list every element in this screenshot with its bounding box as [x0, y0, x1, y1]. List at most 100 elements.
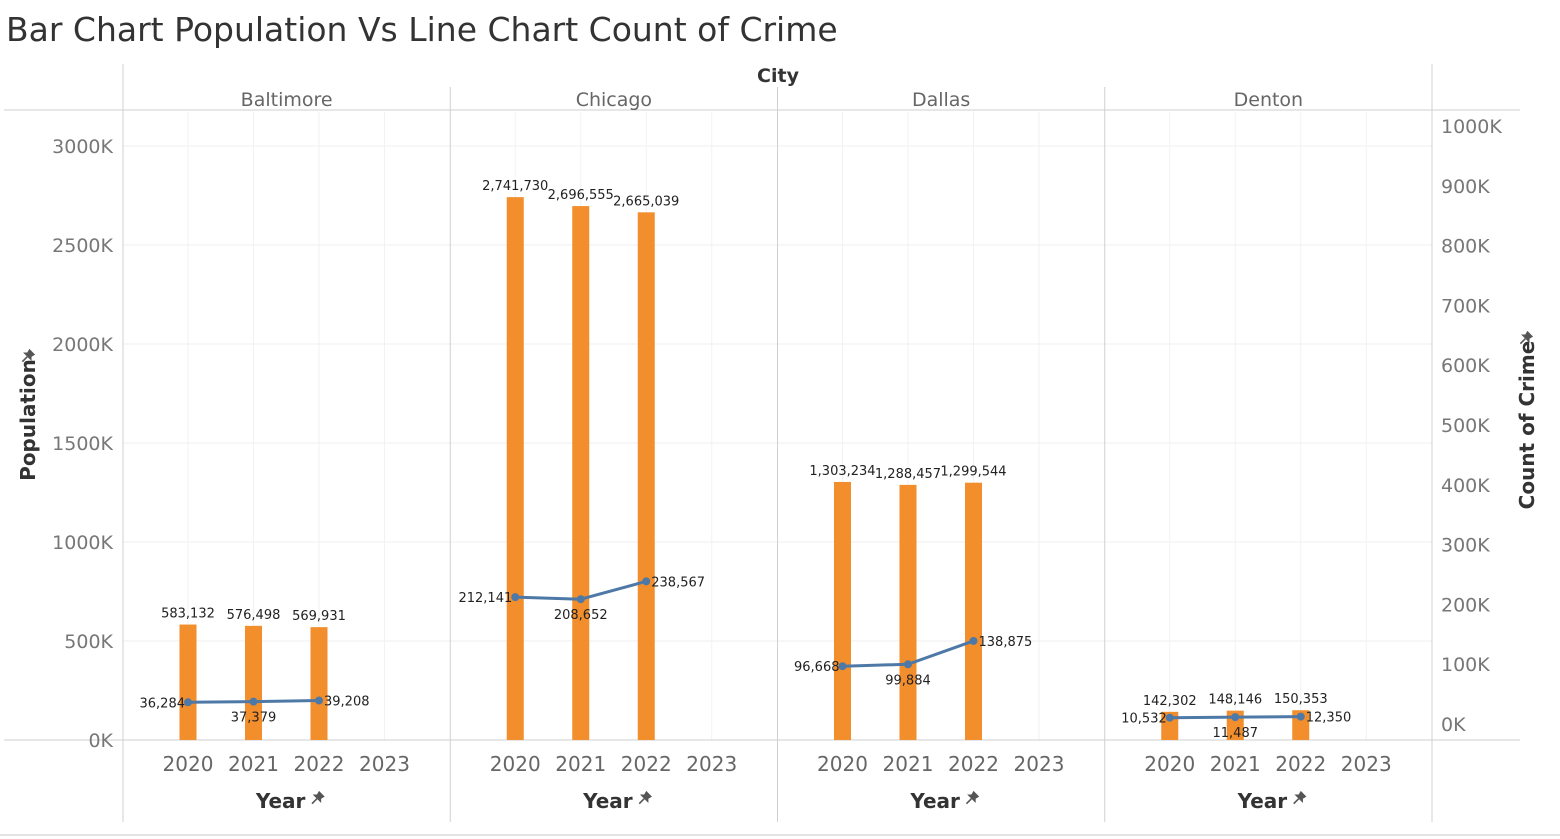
bar-label: 2,696,555 — [548, 188, 614, 203]
facet-header-city: City — [757, 65, 800, 87]
crime-point-baltimore-2021 — [249, 697, 258, 706]
bar-baltimore-2022 — [310, 627, 328, 740]
y-tick-label: 0K — [88, 730, 113, 752]
x-tick-label: 2022 — [621, 752, 672, 776]
line-label: 11,487 — [1213, 726, 1259, 741]
y-axis-pin-icon — [21, 348, 36, 363]
y2-tick-label: 800K — [1441, 236, 1490, 258]
y-tick-label: 3000K — [52, 136, 113, 158]
line-label: 37,379 — [231, 711, 277, 726]
y-tick-label: 2500K — [52, 235, 113, 257]
crime-point-chicago-2021 — [576, 595, 585, 604]
line-label: 12,350 — [1306, 711, 1352, 726]
line-label: 96,668 — [794, 660, 840, 675]
panel-header-dallas: Dallas — [912, 89, 970, 111]
line-label: 212,141 — [458, 591, 512, 606]
line-label: 138,875 — [979, 635, 1033, 650]
crime-point-denton-2021 — [1231, 713, 1240, 722]
bar-label: 2,741,730 — [482, 179, 548, 194]
y2-tick-label: 600K — [1441, 355, 1490, 377]
y-tick-label: 1500K — [52, 433, 113, 455]
bar-label: 1,288,457 — [875, 467, 941, 482]
y2-tick-label: 400K — [1441, 475, 1490, 497]
x-tick-label: 2021 — [228, 752, 279, 776]
crime-point-baltimore-2022 — [315, 696, 323, 705]
y2-tick-label: 500K — [1441, 415, 1490, 437]
x-tick-label: 2020 — [817, 752, 868, 776]
x-axis-pin-icon — [965, 790, 980, 805]
line-label: 208,652 — [554, 608, 608, 623]
y-tick-label: 1000K — [52, 532, 113, 554]
bar-label: 148,146 — [1208, 693, 1262, 708]
bar-baltimore-2020 — [179, 624, 197, 740]
x-tick-label: 2022 — [1275, 752, 1326, 776]
x-axis-label: Year — [909, 789, 960, 813]
line-label: 36,284 — [140, 696, 186, 711]
y2-axis-label: Count of Crime — [1515, 341, 1539, 510]
x-tick-label: 2022 — [294, 752, 345, 776]
bar-baltimore-2021 — [245, 625, 262, 740]
axes: Baltimore Chicago Dallas Denton 0K 500K 1000K 1… — [16, 89, 1539, 813]
x-tick-label: 2021 — [1210, 752, 1261, 776]
line-label: 238,567 — [651, 575, 705, 590]
x-tick-label: 2023 — [1014, 752, 1065, 776]
x-axis-label: Year — [1237, 789, 1288, 813]
bar-label: 1,299,544 — [940, 465, 1006, 480]
crime-lines — [184, 577, 1305, 722]
y-axis-label: Population — [16, 359, 40, 481]
line-label: 99,884 — [885, 673, 931, 688]
chart-title: Bar Chart Population Vs Line Chart Count… — [6, 10, 838, 49]
y2-tick-label: 300K — [1441, 535, 1490, 557]
crime-point-dallas-2020 — [838, 662, 847, 671]
crime-point-dallas-2021 — [904, 660, 912, 669]
y2-tick-label: 700K — [1441, 295, 1490, 317]
x-tick-label: 2020 — [490, 752, 541, 776]
y2-tick-label: 0K — [1441, 714, 1466, 736]
bar-chicago-2022 — [637, 212, 655, 741]
bar-label: 142,302 — [1143, 694, 1197, 709]
x-tick-label: 2023 — [1341, 752, 1392, 776]
x-axis-label: Year — [255, 789, 306, 813]
x-tick-label: 2022 — [948, 752, 999, 776]
line-label: 39,208 — [324, 695, 370, 710]
crime-point-chicago-2022 — [642, 577, 651, 586]
y2-axis-pin-icon — [1519, 330, 1534, 345]
panel-header-chicago: Chicago — [576, 89, 652, 111]
x-tick-label: 2023 — [686, 752, 737, 776]
bar-label: 150,353 — [1274, 692, 1328, 707]
bar-dallas-2022 — [965, 482, 982, 740]
bar-dallas-2021 — [899, 484, 917, 740]
y2-tick-label: 900K — [1441, 176, 1490, 198]
bar-chicago-2020 — [506, 197, 524, 741]
x-tick-label: 2023 — [359, 752, 410, 776]
y-tick-label: 2000K — [52, 334, 113, 356]
y2-tick-label: 100K — [1441, 654, 1490, 676]
y-tick-label: 500K — [64, 631, 113, 653]
bar-chicago-2021 — [572, 206, 590, 741]
x-axis-pin-icon — [311, 790, 325, 805]
bar-label: 583,132 — [161, 607, 215, 622]
crime-point-dallas-2022 — [969, 636, 978, 645]
bar-label: 576,498 — [227, 608, 281, 623]
crime-point-denton-2020 — [1165, 713, 1174, 722]
crime-point-denton-2022 — [1296, 712, 1305, 721]
bar-label: 569,931 — [292, 609, 346, 624]
x-tick-label: 2021 — [883, 752, 934, 776]
y2-tick-label: 1000K — [1441, 116, 1502, 138]
panel-header-denton: Denton — [1234, 89, 1303, 111]
x-tick-label: 2020 — [1144, 752, 1195, 776]
x-axis-pin-icon — [638, 790, 652, 805]
crime-point-chicago-2020 — [511, 593, 520, 602]
population-bars — [179, 197, 1310, 741]
bar-label: 1,303,234 — [809, 464, 875, 479]
bar-label: 2,665,039 — [613, 194, 679, 209]
x-tick-label: 2020 — [163, 752, 214, 776]
y2-tick-label: 200K — [1441, 594, 1490, 616]
line-label: 10,532 — [1121, 712, 1167, 727]
x-tick-label: 2021 — [555, 752, 606, 776]
bar-dallas-2020 — [834, 481, 851, 740]
panel-header-baltimore: Baltimore — [241, 89, 333, 111]
x-axis-pin-icon — [1293, 790, 1307, 805]
